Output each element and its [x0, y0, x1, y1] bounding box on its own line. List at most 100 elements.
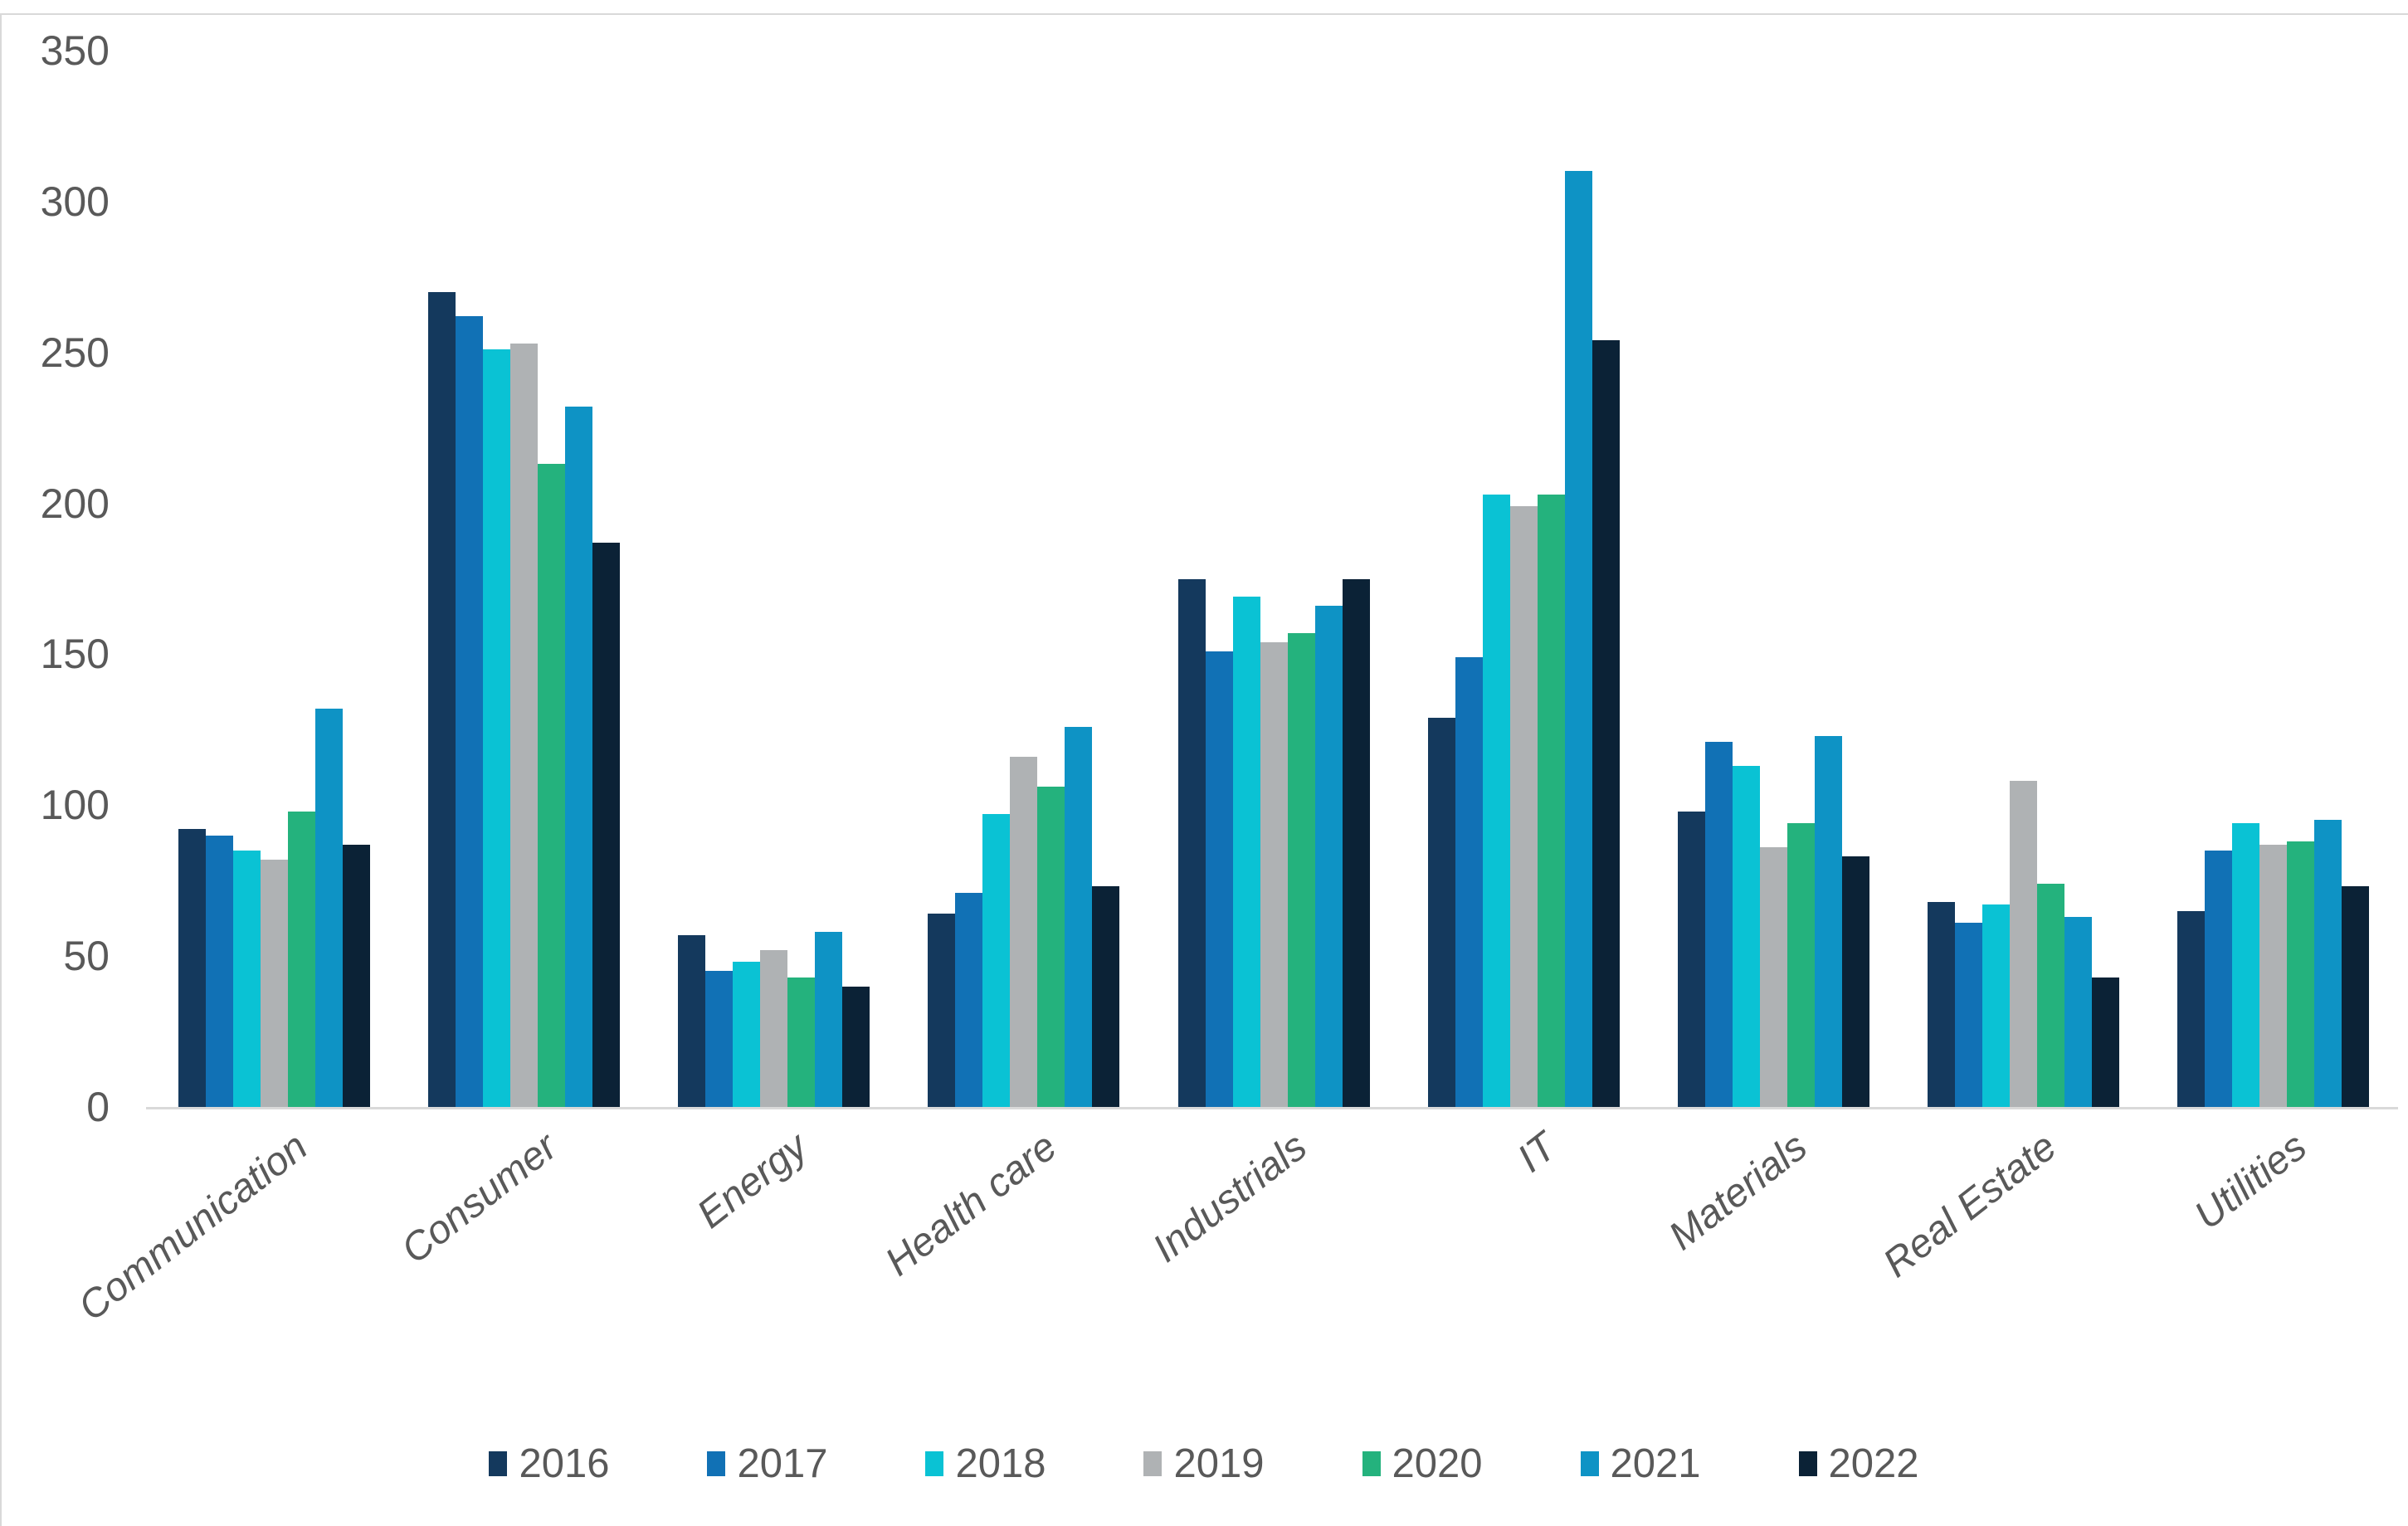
legend-label-2016: 2016: [519, 1441, 610, 1486]
bar-real-estate-2017: [1954, 923, 1982, 1107]
bar-real-estate-2019: [2009, 781, 2037, 1107]
bar-communication-2017: [206, 835, 234, 1107]
bar-it-2018: [1482, 494, 1510, 1107]
bar-industrials-2018: [1232, 597, 1260, 1107]
y-tick-label-350: 350: [40, 27, 110, 74]
bar-materials-2022: [1841, 856, 1869, 1107]
bar-communication-2018: [233, 850, 261, 1107]
bar-health-care-2017: [955, 892, 983, 1107]
bar-health-care-2018: [982, 814, 1011, 1107]
legend-item-2019: 2019: [1143, 1441, 1265, 1486]
legend-marker-2018: [925, 1451, 944, 1476]
legend-item-2020: 2020: [1362, 1442, 1483, 1485]
legend-item-2021: 2021: [1580, 1441, 1701, 1486]
bar-it-2022: [1592, 340, 1620, 1107]
bar-real-estate-2022: [2091, 977, 2119, 1107]
bar-utilities-2022: [2341, 886, 2369, 1107]
bar-energy-2020: [787, 977, 816, 1107]
bar-energy-2019: [760, 949, 788, 1107]
bar-consumer-2021: [565, 407, 593, 1107]
legend-marker-2019: [1143, 1451, 1163, 1476]
bar-energy-2017: [705, 971, 734, 1107]
legend-item-2018: 2018: [925, 1442, 1046, 1485]
legend-label-2017: 2017: [737, 1441, 828, 1486]
legend-item-2017: 2017: [707, 1442, 827, 1485]
y-tick-label-200: 200: [40, 480, 110, 527]
bar-industrials-2019: [1260, 641, 1288, 1107]
bar-materials-2018: [1732, 766, 1760, 1107]
bar-real-estate-2018: [1981, 904, 2010, 1107]
bar-utilities-2017: [2204, 850, 2232, 1107]
bar-energy-2022: [842, 986, 870, 1107]
bar-energy-2021: [815, 932, 843, 1107]
bar-communication-2016: [178, 829, 207, 1107]
y-tick-label-50: 50: [63, 933, 110, 980]
category-label-energy: Energy: [689, 1124, 816, 1237]
bar-health-care-2019: [1010, 757, 1038, 1107]
bar-it-2019: [1509, 506, 1538, 1107]
bar-utilities-2020: [2286, 841, 2314, 1107]
bar-it-2016: [1427, 717, 1455, 1107]
bar-consumer-2016: [428, 291, 456, 1107]
bar-materials-2020: [1787, 823, 1815, 1107]
legend-label-2018: 2018: [955, 1441, 1046, 1486]
bar-real-estate-2020: [2036, 883, 2064, 1107]
bar-real-estate-2016: [1927, 901, 1955, 1107]
bar-communication-2022: [343, 844, 371, 1107]
legend-marker-2020: [1362, 1451, 1381, 1476]
bar-utilities-2018: [2231, 823, 2259, 1107]
category-label-consumer: Consumer: [393, 1124, 566, 1273]
legend-item-2022: 2022: [1798, 1441, 1919, 1486]
category-label-materials: Materials: [1660, 1124, 1816, 1259]
legend-label-2020: 2020: [1392, 1441, 1483, 1486]
bar-real-estate-2021: [2064, 916, 2092, 1107]
legend-item-2016: 2016: [489, 1442, 609, 1485]
x-axis-line: [146, 1107, 2398, 1109]
y-tick-label-300: 300: [40, 178, 110, 225]
bar-materials-2017: [1704, 741, 1733, 1107]
legend-label-2021: 2021: [1610, 1441, 1701, 1486]
bar-it-2020: [1537, 494, 1565, 1107]
bar-health-care-2020: [1037, 787, 1065, 1107]
legend: 2016 2017 2018 2019 2020 2021 2022: [0, 1442, 2408, 1485]
legend-marker-2022: [1798, 1451, 1817, 1476]
bar-industrials-2016: [1177, 578, 1206, 1107]
bar-health-care-2021: [1065, 726, 1093, 1107]
legend-marker-2017: [707, 1451, 726, 1476]
bar-it-2017: [1455, 657, 1483, 1107]
y-tick-label-150: 150: [40, 631, 110, 678]
bar-consumer-2020: [538, 464, 566, 1107]
bar-industrials-2021: [1314, 606, 1343, 1107]
y-tick-label-100: 100: [40, 782, 110, 829]
bar-utilities-2019: [2259, 844, 2287, 1107]
bar-energy-2018: [733, 962, 761, 1107]
bar-utilities-2021: [2313, 820, 2342, 1107]
bar-industrials-2017: [1205, 651, 1233, 1107]
y-tick-label-0: 0: [86, 1084, 110, 1130]
y-tick-label-250: 250: [40, 329, 110, 376]
legend-marker-2021: [1580, 1451, 1599, 1476]
bar-communication-2020: [288, 811, 316, 1107]
bar-consumer-2018: [483, 349, 511, 1107]
bar-industrials-2022: [1342, 578, 1370, 1107]
legend-label-2022: 2022: [1828, 1441, 1919, 1486]
bar-materials-2021: [1814, 735, 1842, 1107]
legend-marker-2016: [489, 1451, 508, 1476]
chart-top-border: [0, 13, 2408, 15]
category-label-industrials: Industrials: [1144, 1124, 1316, 1271]
bar-energy-2016: [678, 934, 706, 1107]
bar-health-care-2016: [928, 914, 956, 1107]
category-label-it: IT: [1509, 1124, 1566, 1182]
chart-left-border: [0, 13, 2, 1526]
bar-consumer-2022: [592, 542, 621, 1107]
bar-industrials-2020: [1287, 632, 1315, 1107]
bar-materials-2019: [1759, 847, 1787, 1107]
bar-it-2021: [1564, 171, 1592, 1107]
bar-communication-2019: [261, 859, 289, 1107]
bar-utilities-2016: [2176, 910, 2205, 1107]
bar-consumer-2019: [510, 343, 539, 1107]
legend-label-2019: 2019: [1173, 1441, 1265, 1486]
bar-materials-2016: [1677, 811, 1705, 1107]
bar-health-care-2022: [1092, 886, 1120, 1107]
